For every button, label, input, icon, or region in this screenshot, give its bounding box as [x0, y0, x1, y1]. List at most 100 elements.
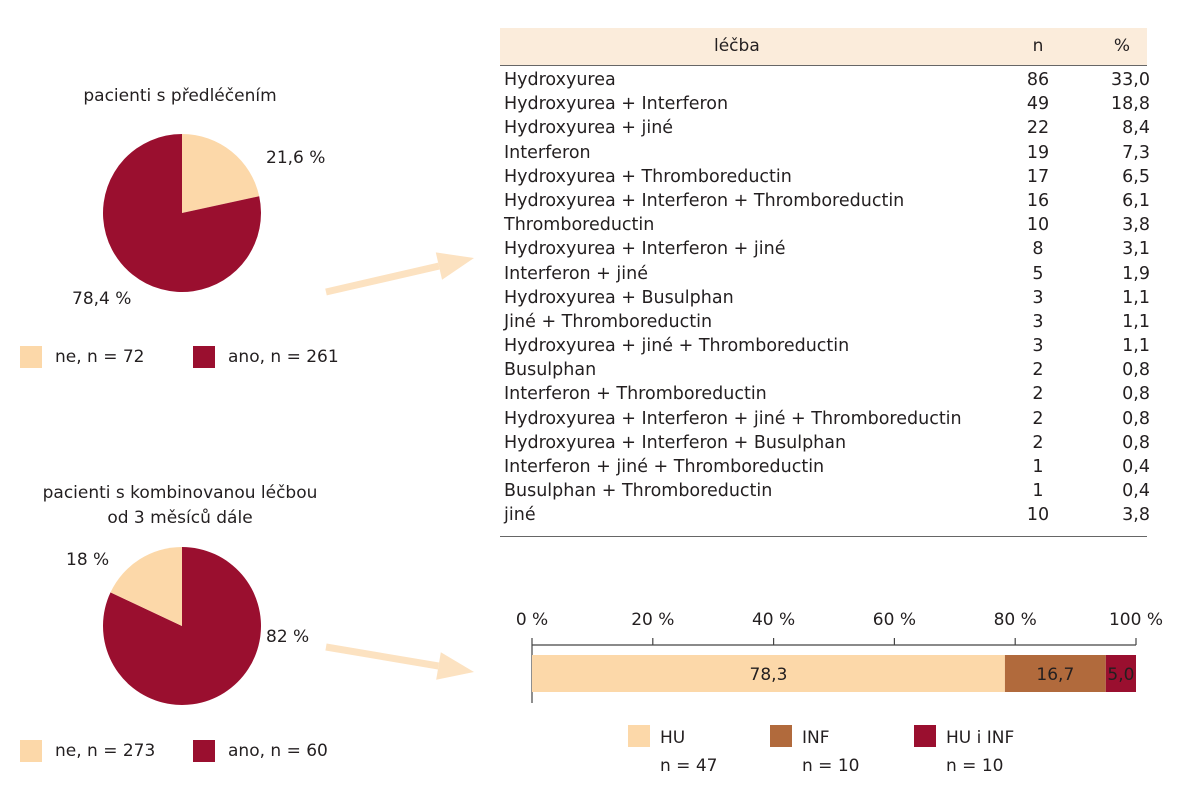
row-treatment: Interferon: [504, 142, 591, 163]
row-pct: 0,8: [1122, 384, 1150, 405]
x-tick-label: 60 %: [873, 610, 916, 630]
bar-data-label: 78,3: [750, 665, 788, 685]
row-treatment: Hydroxyurea + Interferon + Thromboreduct…: [504, 190, 905, 211]
pie2-slice-ne: [110, 547, 182, 626]
row-n: 2: [1032, 384, 1044, 405]
bar-segment-inf: [1004, 655, 1106, 692]
row-treatment: Hydroxyurea + Thromboreductin: [504, 166, 792, 187]
bar-segment-hu: [532, 655, 1005, 692]
row-treatment: Interferon + jiné + Thromboreductin: [504, 457, 825, 477]
row-n: 3: [1032, 336, 1044, 357]
row-treatment: Busulphan + Thromboreductin: [504, 481, 773, 502]
row-pct: 3,8: [1122, 505, 1150, 526]
pie1-legend-ano: ano, n = 261: [228, 347, 339, 367]
row-n: 2: [1032, 408, 1044, 429]
pie2-title: pacienti s kombinovanou léčbou od 3 měsí…: [20, 481, 340, 531]
row-treatment: jiné: [504, 505, 536, 526]
row-pct: 33,0: [1111, 70, 1150, 90]
x-tick-label: 20 %: [631, 610, 674, 630]
table-row: Busulphan + Thromboreductin 1 0,4: [500, 481, 1150, 505]
table-row: Hydroxyurea + Thromboreductin 17 6,5: [500, 166, 1150, 191]
bar-legend-label: HU i INF: [946, 728, 1014, 748]
row-pct: 6,5: [1122, 166, 1150, 187]
pie1-slice-ne: [182, 134, 260, 213]
x-tick-label: 100 %: [1109, 610, 1163, 630]
row-pct: 6,1: [1122, 190, 1150, 211]
row-treatment: Hydroxyurea: [504, 70, 616, 90]
row-pct: 1,1: [1122, 311, 1150, 332]
row-treatment: Interferon + jiné: [504, 263, 648, 284]
row-pct: 1,1: [1122, 287, 1150, 308]
pie1-legend-swatch-ano: [193, 346, 215, 368]
pie2-title-line1: pacienti s kombinovanou léčbou: [42, 483, 318, 503]
header-n: n: [1032, 36, 1044, 56]
bar-segment-hu-inf: [1105, 655, 1136, 692]
table-row: Interferon + jiné + Thromboreductin 1 0,4: [500, 457, 1150, 481]
x-tick-label: 80 %: [994, 610, 1037, 630]
row-n: 8: [1032, 239, 1044, 260]
x-tick-label: 40 %: [752, 610, 795, 630]
pie1-legend-ne: ne, n = 72: [55, 347, 145, 367]
table-row: Hydroxyurea + jiné 22 8,4: [500, 118, 1150, 142]
row-pct: 1,1: [1122, 336, 1150, 357]
bar-legend-n: n = 10: [802, 756, 859, 776]
bar-legend-label: HU: [660, 728, 685, 748]
pie2-legend-swatch-ne: [20, 740, 42, 762]
row-n: 2: [1032, 360, 1044, 381]
stacked-bar-chart: 0 % 20 % 40 % 60 % 80 % 100 % 78,3 16,7 5,0 HU n =…: [516, 610, 1163, 776]
table-row: Hydroxyurea + Interferon + Busulphan 2 0,8: [500, 432, 1150, 457]
row-treatment: Hydroxyurea + Interferon: [504, 94, 729, 115]
bar-legend-label: INF: [802, 728, 830, 748]
pie2-title-line2: od 3 měsíců dále: [107, 508, 253, 528]
pie1: [103, 134, 262, 292]
header-treatment: léčba: [714, 36, 760, 56]
table-row: Hydroxyurea + Busulphan 3 1,1: [500, 287, 1150, 312]
row-treatment: Hydroxyurea + Interferon + jiné + Thromb…: [504, 408, 962, 429]
table-row: Hydroxyurea + Interferon + jiné + Thromb…: [500, 408, 1150, 433]
bar-legend-n: n = 47: [660, 756, 717, 776]
bar-legend-swatch: [914, 725, 936, 747]
row-pct: 18,8: [1111, 94, 1150, 115]
row-n: 19: [1026, 142, 1050, 163]
bar-legend-swatch: [628, 725, 650, 747]
pie1-legend-swatch-ne: [20, 346, 42, 368]
row-pct: 0,8: [1122, 360, 1150, 381]
pie2-legend-swatch-ano: [193, 740, 215, 762]
row-n: 2: [1032, 432, 1044, 453]
row-treatment: Hydroxyurea + jiné: [504, 118, 674, 139]
row-pct: 0,4: [1122, 457, 1150, 477]
row-treatment: Jiné + Thromboreductin: [504, 311, 713, 332]
row-n: 5: [1032, 263, 1044, 284]
table-row: Hydroxyurea + Interferon 49 18,8: [500, 94, 1150, 118]
table-row: Interferon + jiné 5 1,9: [500, 263, 1150, 288]
x-tick-label: 0 %: [516, 610, 548, 630]
pie2: [102, 547, 261, 705]
arrow-to-table: [325, 252, 474, 296]
row-pct: 3,1: [1122, 239, 1150, 260]
row-pct: 1,9: [1122, 263, 1150, 284]
pie2-slice-ano: [102, 547, 261, 705]
row-n: 22: [1026, 118, 1050, 139]
table-row: Thromboreductin 10 3,8: [500, 215, 1150, 239]
row-treatment: Hydroxyurea + Interferon + Busulphan: [504, 432, 847, 453]
pie1-label-ne: 21,6 %: [266, 148, 326, 168]
row-treatment: Thromboreductin: [504, 215, 655, 236]
row-treatment: Hydroxyurea + Interferon + jiné: [504, 239, 786, 260]
row-n: 3: [1032, 287, 1044, 308]
arrow-to-bar: [325, 643, 474, 680]
row-pct: 0,8: [1122, 408, 1150, 429]
table-row: Hydroxyurea + Interferon + Thromboreduct…: [500, 190, 1150, 215]
table-row: Jiné + Thromboreductin 3 1,1: [500, 311, 1150, 336]
table-row: jiné 10 3,8: [500, 505, 1150, 529]
pie1-slice-ano: [103, 134, 262, 292]
row-pct: 3,8: [1122, 215, 1150, 236]
row-pct: 0,4: [1122, 481, 1150, 502]
pie1-label-ano: 78,4 %: [72, 289, 132, 309]
bar-data-label: 5,0: [1107, 665, 1134, 685]
table-row: Hydroxyurea 86 33,0: [500, 70, 1150, 94]
row-n: 1: [1032, 481, 1044, 502]
row-treatment: Hydroxyurea + Busulphan: [504, 287, 734, 308]
row-n: 3: [1032, 311, 1044, 332]
pie1-title: pacienti s předléčením: [83, 86, 277, 106]
bar-legend-n: n = 10: [946, 756, 1003, 776]
